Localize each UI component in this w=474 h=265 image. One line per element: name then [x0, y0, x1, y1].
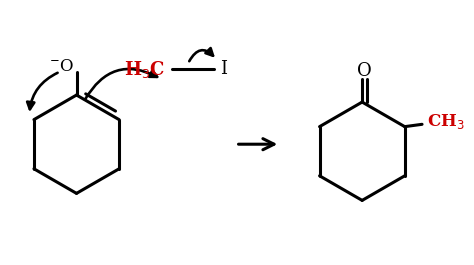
FancyArrowPatch shape [27, 73, 58, 109]
Text: CH$_3$: CH$_3$ [427, 112, 465, 131]
Text: O: O [357, 62, 372, 80]
Text: I: I [220, 60, 227, 78]
FancyArrowPatch shape [189, 48, 213, 61]
Text: H$_3$C: H$_3$C [124, 59, 165, 80]
FancyArrowPatch shape [85, 69, 157, 100]
Text: $^{-}$O: $^{-}$O [49, 59, 74, 76]
